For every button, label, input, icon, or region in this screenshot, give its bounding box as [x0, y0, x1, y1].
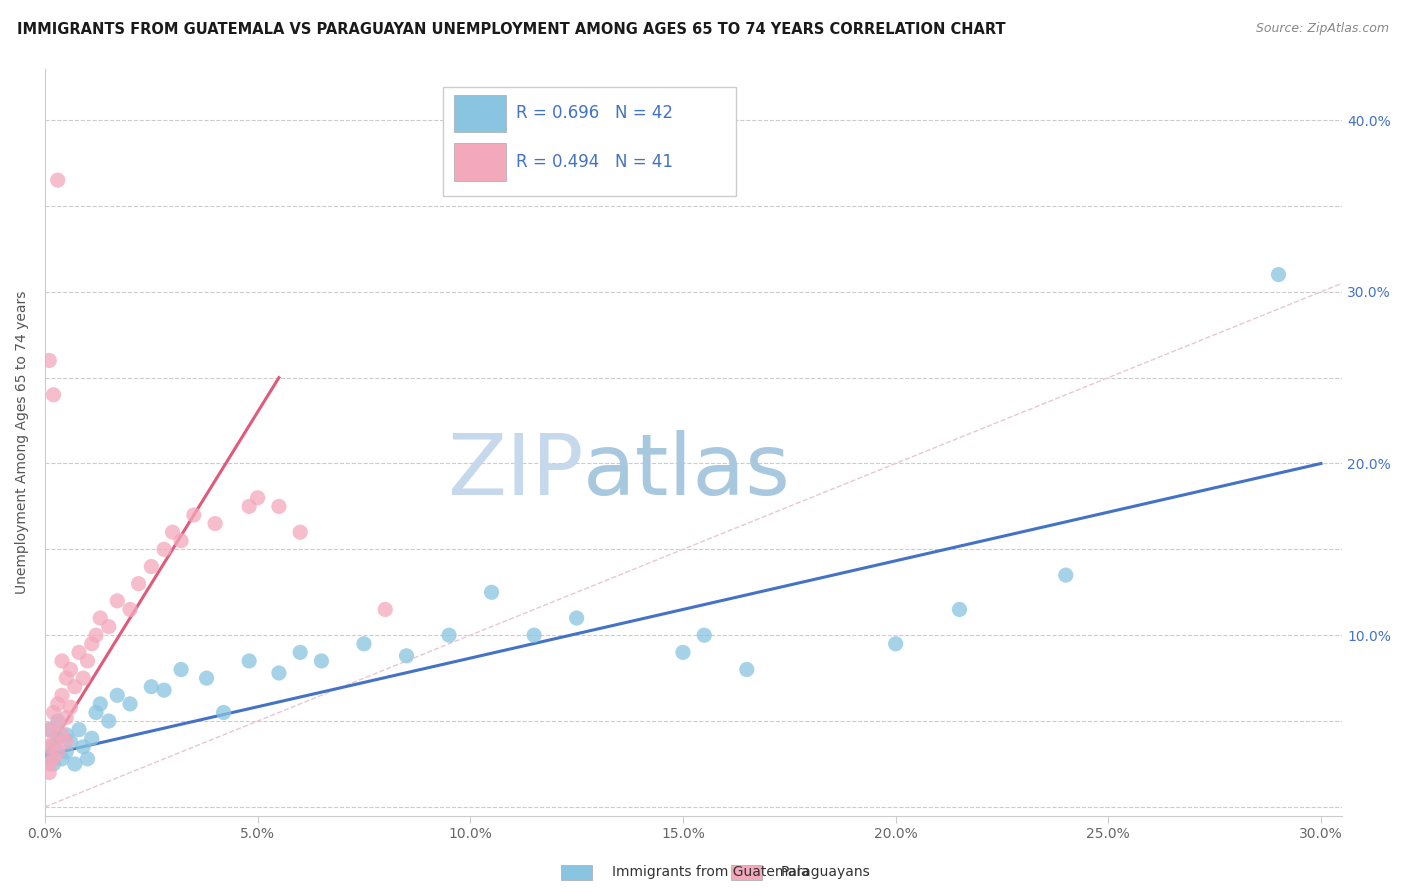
- Point: [238, 654, 260, 668]
- Text: IMMIGRANTS FROM GUATEMALA VS PARAGUAYAN UNEMPLOYMENT AMONG AGES 65 TO 74 YEARS C: IMMIGRANTS FROM GUATEMALA VS PARAGUAYAN …: [17, 22, 1005, 37]
- Point: [128, 576, 150, 591]
- Point: [51, 654, 73, 668]
- Point: [51, 752, 73, 766]
- Text: ZIP: ZIP: [447, 431, 583, 514]
- Y-axis label: Unemployment Among Ages 65 to 74 years: Unemployment Among Ages 65 to 74 years: [15, 290, 30, 594]
- Point: [89, 697, 111, 711]
- Point: [246, 491, 269, 505]
- Point: [38, 739, 60, 754]
- Bar: [731, 865, 762, 880]
- Point: [238, 500, 260, 514]
- Point: [84, 706, 107, 720]
- Point: [42, 752, 65, 766]
- Point: [1054, 568, 1077, 582]
- Point: [46, 745, 69, 759]
- Point: [523, 628, 546, 642]
- Point: [59, 734, 82, 748]
- Point: [118, 602, 141, 616]
- Point: [183, 508, 205, 522]
- Point: [97, 619, 120, 633]
- Point: [38, 748, 60, 763]
- Point: [884, 637, 907, 651]
- Text: R = 0.696   N = 42: R = 0.696 N = 42: [516, 104, 673, 122]
- Point: [80, 637, 103, 651]
- Point: [42, 388, 65, 402]
- Point: [267, 665, 290, 680]
- Point: [170, 663, 193, 677]
- Text: R = 0.494   N = 41: R = 0.494 N = 41: [516, 153, 673, 171]
- Point: [267, 500, 290, 514]
- Point: [51, 688, 73, 702]
- Point: [395, 648, 418, 663]
- Point: [80, 731, 103, 746]
- Point: [38, 756, 60, 771]
- Point: [153, 542, 176, 557]
- Text: Source: ZipAtlas.com: Source: ZipAtlas.com: [1256, 22, 1389, 36]
- Point: [67, 723, 90, 737]
- Point: [672, 645, 695, 659]
- Point: [288, 645, 311, 659]
- Text: atlas: atlas: [583, 431, 792, 514]
- Point: [46, 697, 69, 711]
- Point: [105, 594, 128, 608]
- Point: [55, 728, 77, 742]
- Point: [46, 717, 69, 731]
- Point: [170, 533, 193, 548]
- Point: [55, 671, 77, 685]
- Point: [76, 654, 98, 668]
- Point: [67, 645, 90, 659]
- Point: [42, 739, 65, 754]
- Point: [38, 723, 60, 737]
- Bar: [561, 865, 592, 880]
- Point: [105, 688, 128, 702]
- Point: [374, 602, 396, 616]
- Point: [212, 706, 235, 720]
- FancyBboxPatch shape: [443, 87, 737, 195]
- Point: [162, 525, 184, 540]
- Point: [565, 611, 588, 625]
- Point: [693, 628, 716, 642]
- Point: [141, 680, 163, 694]
- Point: [288, 525, 311, 540]
- Point: [481, 585, 503, 599]
- Point: [63, 680, 86, 694]
- Point: [46, 731, 69, 746]
- Point: [42, 734, 65, 748]
- Point: [89, 611, 111, 625]
- Point: [311, 654, 333, 668]
- Point: [51, 728, 73, 742]
- Point: [42, 706, 65, 720]
- Point: [38, 765, 60, 780]
- Point: [59, 700, 82, 714]
- FancyBboxPatch shape: [454, 95, 506, 132]
- Point: [55, 745, 77, 759]
- Point: [55, 711, 77, 725]
- Point: [38, 353, 60, 368]
- Point: [42, 756, 65, 771]
- Text: Immigrants from Guatemala: Immigrants from Guatemala: [612, 865, 808, 880]
- Point: [38, 723, 60, 737]
- Point: [118, 697, 141, 711]
- Point: [735, 663, 758, 677]
- Point: [72, 671, 94, 685]
- Point: [204, 516, 226, 531]
- Point: [55, 734, 77, 748]
- Text: Paraguayans: Paraguayans: [780, 865, 870, 880]
- Point: [59, 663, 82, 677]
- Point: [1267, 268, 1289, 282]
- FancyBboxPatch shape: [454, 144, 506, 180]
- Point: [141, 559, 163, 574]
- Point: [948, 602, 970, 616]
- Point: [195, 671, 218, 685]
- Point: [76, 752, 98, 766]
- Point: [97, 714, 120, 728]
- Point: [153, 683, 176, 698]
- Point: [63, 756, 86, 771]
- Point: [46, 714, 69, 728]
- Point: [437, 628, 460, 642]
- Point: [353, 637, 375, 651]
- Point: [72, 739, 94, 754]
- Point: [84, 628, 107, 642]
- Point: [46, 173, 69, 187]
